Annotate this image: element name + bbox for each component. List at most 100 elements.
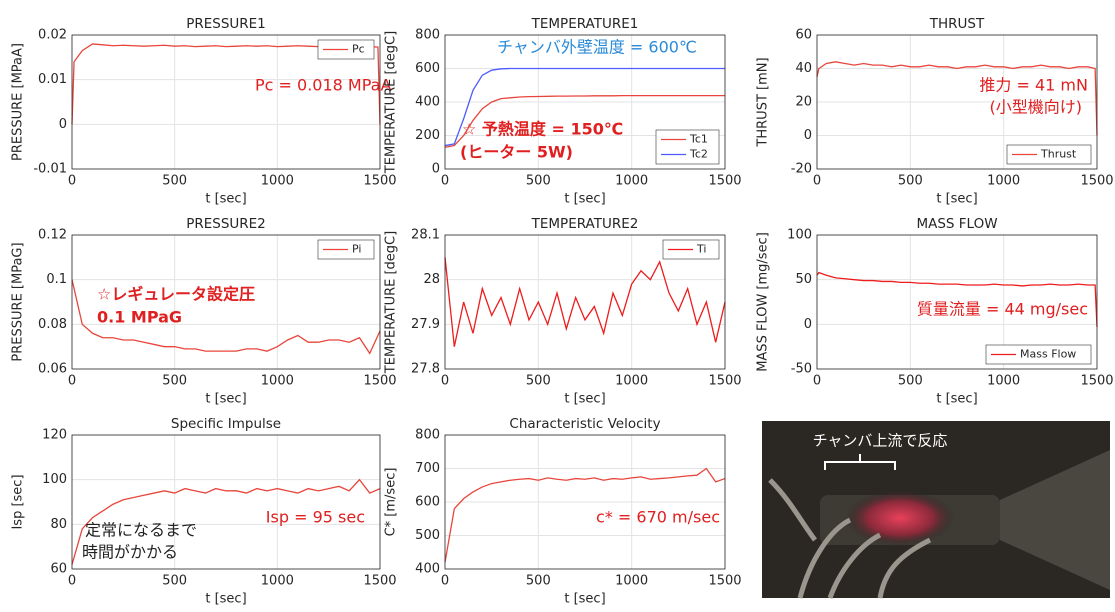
x-tick-label: 1000 [261,174,294,189]
photo: チャンバ上流で反応 [762,421,1110,599]
series-line [444,67,725,147]
tubes [768,478,932,599]
y-tick-label: 50 [795,272,812,287]
annotation: 質量流量 = 44 mg/sec [917,300,1088,319]
legend-label: Tc1 [689,133,708,146]
series-line [444,257,726,347]
y-tick-label: 28 [423,272,440,287]
y-tick-label: -20 [791,162,812,177]
y-tick-label: 80 [50,517,67,532]
x-tick-label: 500 [162,374,187,389]
y-tick-label: 800 [415,428,440,443]
axes-box [444,34,726,170]
y-tick-label: 800 [415,28,440,43]
series-line [444,467,726,563]
legend-box [1006,144,1092,165]
photo-caption: チャンバ上流で反応 [813,432,948,450]
y-tick-label: 0.01 [38,72,67,87]
annotation: 定常になるまで [85,521,197,540]
x-tick-label: 500 [162,174,187,189]
chart: 0 200 400 600 800 0 500 1000 1500 TEMPERATURE1 t [… [384,16,742,207]
x-tick-label: 500 [526,574,551,589]
x-tick-label: 0 [441,174,449,189]
x-tick-label: 1500 [363,574,396,589]
y-tick-label: 27.9 [411,317,440,332]
x-axis-label: t [sec] [205,592,246,607]
annotation: 0.1 MPaG [97,308,182,327]
y-tick-label: 28.1 [411,228,440,243]
x-tick-label: 0 [68,574,76,589]
y-tick-label: 20 [795,95,812,110]
chart: 400 500 600 700 800 0 500 1000 1500 Characteristi… [384,416,742,607]
x-tick-label: 0 [813,174,821,189]
axes-box [71,34,381,170]
y-axis-label: THRUST [mN] [756,57,771,147]
y-axis-label: MASS FLOW [mg/sec] [756,232,771,372]
y-tick-label: 700 [415,461,440,476]
plot-area [72,435,380,569]
axes-box [71,234,381,370]
x-tick-label: 1000 [987,174,1020,189]
y-tick-label: 120 [42,428,67,443]
y-tick-label: 0 [804,128,812,143]
y-tick-label: -50 [791,362,812,377]
x-axis-label: t [sec] [205,392,246,407]
x-tick-label: 1500 [708,574,741,589]
legend-label: Pi [352,243,361,256]
legend-box [985,344,1092,365]
legend: Thrust [1006,144,1092,165]
chart-title: TEMPERATURE2 [531,216,639,232]
x-axis-label: t [sec] [205,192,246,207]
chart-title: Specific Impulse [171,416,281,432]
axes-box [71,434,381,570]
x-axis-label: t [sec] [564,592,605,607]
x-axis-label: t [sec] [936,392,977,407]
y-axis-label: PRESSURE [MPaG] [11,242,26,361]
x-tick-label: 500 [898,374,923,389]
y-tick-label: 100 [42,472,67,487]
legend: Pc [317,39,375,60]
legend-box [655,129,720,165]
y-tick-label: 0 [804,317,812,332]
x-tick-label: 500 [526,374,551,389]
x-tick-label: 1500 [363,174,396,189]
annotation: (ヒーター 5W) [460,143,573,162]
y-tick-label: 0.06 [38,362,67,377]
glow [845,490,955,546]
chart: 0.06 0.08 0.1 0.12 0 500 1000 1500 PRESSURE2 t [s… [11,216,397,407]
series-line [816,271,1098,328]
x-tick-label: 1500 [363,374,396,389]
x-tick-label: 1500 [1080,174,1113,189]
legend-label: Mass Flow [1020,348,1076,361]
y-axis-label: PRESSURE [MPaA] [11,43,26,161]
bracket [824,454,896,470]
x-tick-label: 500 [898,174,923,189]
chart-title: Characteristic Velocity [509,416,660,432]
legend-label: Tc2 [689,148,708,161]
y-axis-label: TEMPERATURE [degC] [384,231,399,374]
x-tick-label: 1000 [615,174,648,189]
x-tick-label: 0 [68,374,76,389]
annotation: (小型機向け) [990,98,1083,117]
chart-title: MASS FLOW [916,216,997,232]
x-tick-label: 1000 [615,574,648,589]
y-tick-label: 100 [787,228,812,243]
chart: 27.8 27.9 28 28.1 0 500 1000 1500 TEMPERATURE2 t … [384,216,742,407]
y-tick-label: 0.1 [46,272,67,287]
series-line [816,61,1098,136]
y-tick-label: 0 [59,117,67,132]
y-axis-label: TEMPERATURE [degC] [384,31,399,174]
x-tick-label: 1000 [615,374,648,389]
legend: Pi [317,239,375,260]
x-tick-label: 1500 [708,374,741,389]
x-axis-label: t [sec] [564,192,605,207]
axes-box [816,34,1098,170]
annotation: チャンバ外壁温度 = 600℃ [497,38,697,57]
x-axis-label: t [sec] [936,192,977,207]
y-tick-label: 60 [795,28,812,43]
y-tick-label: 27.8 [411,362,440,377]
nozzle [1000,450,1110,590]
